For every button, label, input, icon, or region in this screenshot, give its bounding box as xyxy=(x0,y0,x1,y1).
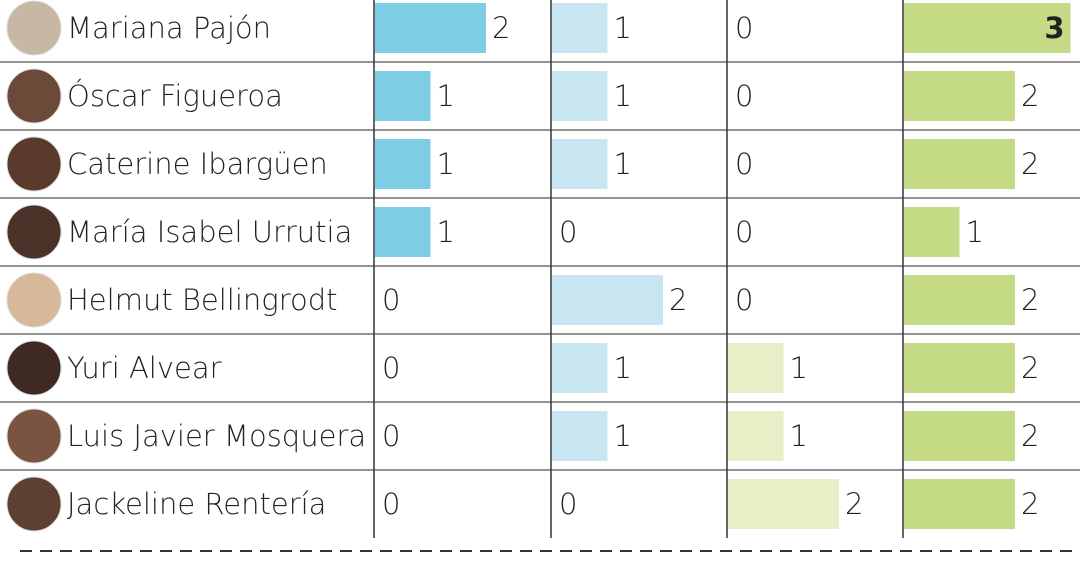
medal-count: 3 xyxy=(1044,11,1064,45)
medal-count: 0 xyxy=(382,419,400,453)
athlete-name: María Isabel Urrutia xyxy=(67,215,352,249)
medal-bar xyxy=(904,275,1015,325)
medal-bar xyxy=(904,343,1015,393)
avatar xyxy=(6,476,62,532)
medal-bar xyxy=(552,3,608,53)
medal-count: 0 xyxy=(735,215,753,249)
medal-bar xyxy=(728,343,784,393)
athlete-name: Jackeline Rentería xyxy=(67,487,326,521)
avatar xyxy=(6,204,62,260)
medal-count: 1 xyxy=(790,419,808,453)
medal-count: 0 xyxy=(735,11,753,45)
medal-bar xyxy=(728,479,839,529)
medal-count: 1 xyxy=(437,215,455,249)
avatar xyxy=(6,136,62,192)
medal-count: 2 xyxy=(669,283,687,317)
medal-bar xyxy=(904,71,1015,121)
athlete-name: Óscar Figueroa xyxy=(67,79,283,113)
medal-count: 1 xyxy=(614,419,632,453)
athlete-name: Caterine Ibargüen xyxy=(67,147,328,181)
medal-bar xyxy=(904,3,1071,53)
medal-bar xyxy=(552,275,663,325)
medal-bar xyxy=(904,207,960,257)
athlete-name: Yuri Alvear xyxy=(67,351,222,385)
medal-count: 0 xyxy=(382,487,400,521)
medal-bar xyxy=(375,71,431,121)
medal-bar xyxy=(375,207,431,257)
medal-count: 0 xyxy=(735,147,753,181)
medal-bar xyxy=(904,479,1015,529)
medal-count: 2 xyxy=(1021,419,1039,453)
medal-count: 2 xyxy=(1021,487,1039,521)
medal-count: 0 xyxy=(382,351,400,385)
medal-count: 1 xyxy=(437,79,455,113)
medal-count: 1 xyxy=(614,147,632,181)
avatar xyxy=(6,68,62,124)
medal-count: 0 xyxy=(735,79,753,113)
medal-count: 2 xyxy=(1021,351,1039,385)
medal-count: 1 xyxy=(614,11,632,45)
medal-count: 2 xyxy=(845,487,863,521)
medal-count: 1 xyxy=(966,215,984,249)
medal-count: 1 xyxy=(790,351,808,385)
avatar xyxy=(6,340,62,396)
avatar xyxy=(6,0,62,56)
medal-bar xyxy=(904,411,1015,461)
medal-count: 1 xyxy=(437,147,455,181)
athlete-name: Helmut Bellingrodt xyxy=(67,283,338,317)
medal-count: 2 xyxy=(1021,79,1039,113)
avatar xyxy=(6,408,62,464)
medal-count: 2 xyxy=(492,11,510,45)
medal-count: 2 xyxy=(1021,283,1039,317)
medal-bar xyxy=(552,139,608,189)
medal-bar xyxy=(552,343,608,393)
medal-count: 0 xyxy=(382,283,400,317)
medal-count: 2 xyxy=(1021,147,1039,181)
medal-count: 0 xyxy=(735,283,753,317)
medal-bar xyxy=(552,71,608,121)
medal-bar xyxy=(552,411,608,461)
athlete-name: Luis Javier Mosquera xyxy=(67,419,366,453)
medal-count: 1 xyxy=(614,351,632,385)
medal-bar xyxy=(904,139,1015,189)
medal-bar xyxy=(728,411,784,461)
medal-bar xyxy=(375,139,431,189)
medal-count: 1 xyxy=(614,79,632,113)
medal-count: 0 xyxy=(559,487,577,521)
medal-bar xyxy=(375,3,486,53)
avatar xyxy=(6,272,62,328)
medal-count: 0 xyxy=(559,215,577,249)
athlete-name: Mariana Pajón xyxy=(67,11,271,45)
